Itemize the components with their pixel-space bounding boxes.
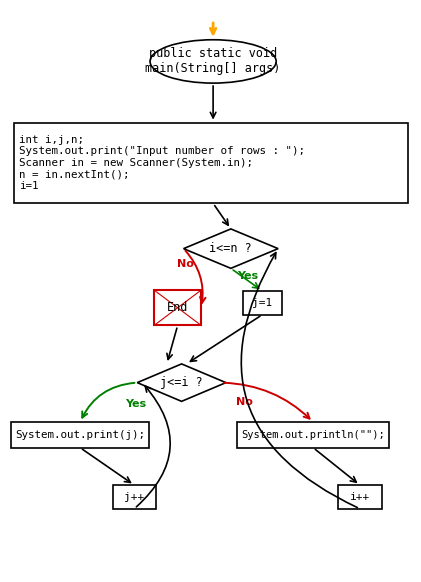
FancyBboxPatch shape [14,123,408,203]
Text: System.out.print(j);: System.out.print(j); [15,430,145,440]
FancyBboxPatch shape [112,485,156,509]
Text: i<=n ?: i<=n ? [210,242,252,255]
Text: No: No [177,260,194,269]
FancyBboxPatch shape [11,422,149,448]
FancyBboxPatch shape [237,422,389,448]
Text: End: End [167,301,188,314]
Text: System.out.println("");: System.out.println(""); [241,430,385,440]
FancyBboxPatch shape [338,485,381,509]
Text: j++: j++ [124,492,144,502]
FancyBboxPatch shape [154,290,201,325]
Text: int i,j,n;
System.out.print("Input number of rows : ");
Scanner in = new Scanner: int i,j,n; System.out.print("Input numbe… [19,134,305,191]
Text: Yes: Yes [125,399,146,409]
Text: Yes: Yes [237,271,258,281]
Text: j<=i ?: j<=i ? [160,376,203,389]
FancyBboxPatch shape [242,291,282,315]
Text: public static void
main(String[] args): public static void main(String[] args) [145,47,281,76]
Text: j=1: j=1 [252,298,272,308]
Text: No: No [236,398,253,407]
Text: i++: i++ [350,492,370,502]
